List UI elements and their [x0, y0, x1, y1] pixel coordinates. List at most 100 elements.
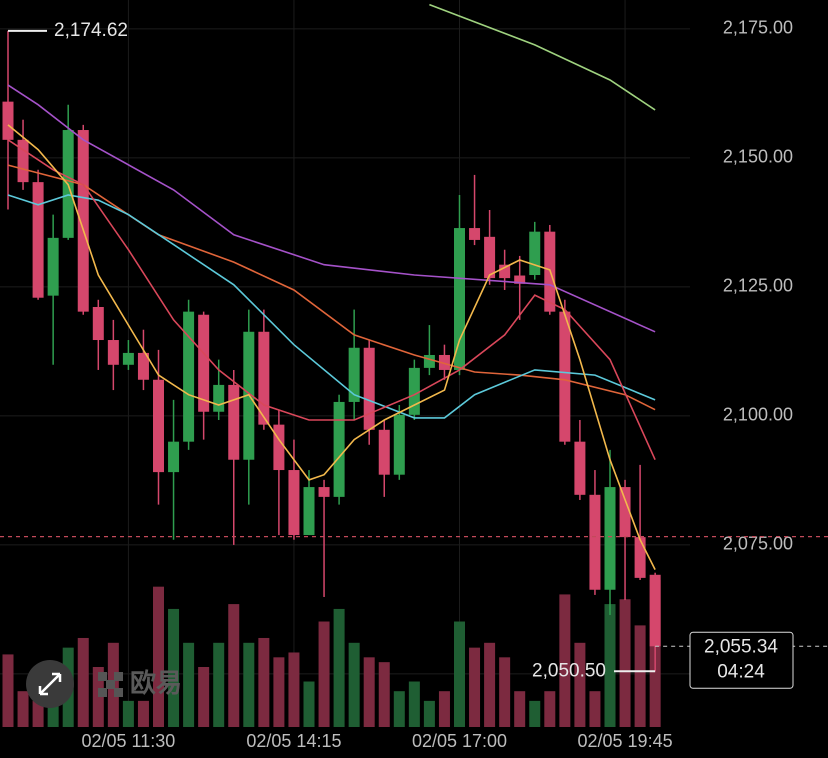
candle-body	[273, 424, 285, 471]
volume-bar	[168, 608, 180, 727]
volume-bar	[529, 700, 541, 727]
candle-body	[619, 487, 631, 538]
candle-body	[363, 347, 375, 430]
volume-bar	[604, 604, 616, 727]
volume-bar	[258, 637, 270, 727]
volume-bar	[619, 599, 631, 727]
logo-block	[98, 688, 107, 697]
volume-bar	[574, 642, 586, 727]
moving-average	[7, 124, 656, 570]
candle-body	[589, 494, 601, 590]
volume-bar	[559, 594, 571, 727]
volume-bar	[303, 681, 315, 727]
candle-body	[574, 441, 586, 495]
candle-body	[198, 314, 210, 412]
volume-bar	[17, 691, 29, 727]
moving-average	[7, 194, 656, 419]
volume-bar	[514, 691, 526, 727]
volume-bar	[228, 604, 240, 727]
candle-body	[303, 487, 315, 536]
volume-bar	[393, 691, 405, 727]
ma-layer	[7, 3, 656, 570]
volume-bar	[438, 691, 450, 727]
candle-body	[183, 311, 195, 442]
y-tick-label: 2,125.00	[723, 276, 793, 296]
y-tick-label: 2,150.00	[723, 147, 793, 167]
volume-bar	[544, 691, 556, 727]
candle-body	[32, 182, 44, 298]
candle-body	[122, 352, 134, 365]
volume-bar	[363, 657, 375, 727]
volume-bar	[348, 642, 360, 727]
volume-bar	[378, 662, 390, 727]
candle-body	[559, 311, 571, 442]
candle-body	[77, 130, 89, 312]
candle-body	[423, 354, 435, 368]
candle-body	[454, 228, 465, 370]
candle-body	[258, 331, 270, 425]
logo-block	[114, 672, 123, 681]
candle-body	[348, 347, 360, 402]
volume-bar	[288, 652, 300, 727]
candle-body	[228, 384, 240, 460]
candle-body	[92, 307, 104, 341]
candle-body	[408, 367, 420, 415]
y-tick-label: 2,175.00	[723, 18, 793, 38]
candle-body	[288, 470, 300, 536]
candle-body	[168, 441, 180, 473]
candle-body	[153, 379, 164, 473]
x-tick-label: 02/05 11:30	[82, 731, 176, 751]
volume-bar	[333, 608, 345, 727]
moving-average	[7, 139, 656, 461]
logo-block	[98, 672, 107, 681]
moving-average	[429, 3, 656, 111]
volume-bar	[77, 637, 89, 727]
candle-body	[333, 401, 345, 497]
candle-body	[634, 537, 646, 578]
candle-body	[137, 352, 149, 380]
high-marker-label: 2,174.62	[54, 20, 128, 41]
volume-bar	[243, 642, 255, 727]
logo-block	[114, 688, 123, 697]
candle-body	[378, 429, 390, 475]
price-box	[689, 631, 794, 689]
volume-bar	[2, 654, 14, 727]
candle-body	[469, 228, 481, 240]
volume-bar	[499, 657, 511, 727]
candle-body	[438, 354, 450, 370]
volume-bar	[153, 586, 164, 727]
y-tick-label: 2,075.00	[723, 534, 793, 554]
volume-bar	[634, 625, 646, 727]
volume-bar	[589, 691, 601, 727]
candle-body	[47, 237, 59, 296]
candle-body	[484, 236, 496, 279]
countdown: 04:24	[717, 661, 765, 682]
volume-bar	[122, 700, 134, 727]
logo-block	[106, 680, 115, 689]
volume-bar	[198, 667, 210, 727]
x-tick-label: 02/05 14:15	[246, 731, 341, 751]
volume-layer	[2, 579, 661, 727]
volume-bar	[318, 621, 330, 727]
candle-body	[318, 487, 330, 497]
x-tick-label: 02/05 17:00	[412, 731, 507, 751]
volume-bar	[469, 647, 481, 727]
candle-body	[529, 231, 541, 276]
candle-body	[649, 574, 661, 647]
candle-body	[2, 101, 14, 140]
low-marker-label: 2,050.50	[532, 660, 606, 681]
volume-bar	[183, 642, 195, 727]
expand-button[interactable]	[26, 660, 74, 708]
volume-bar	[137, 700, 149, 727]
volume-bar	[213, 642, 225, 727]
watermark: 欧易	[98, 668, 182, 698]
expand-icon	[38, 672, 62, 696]
moving-average	[7, 84, 656, 333]
volume-bar	[32, 700, 44, 727]
candle-body	[213, 384, 225, 412]
volume-bar	[423, 700, 435, 727]
volume-bar	[273, 657, 285, 727]
candle-body	[604, 487, 616, 590]
x-tick-label: 02/05 19:45	[578, 731, 673, 751]
